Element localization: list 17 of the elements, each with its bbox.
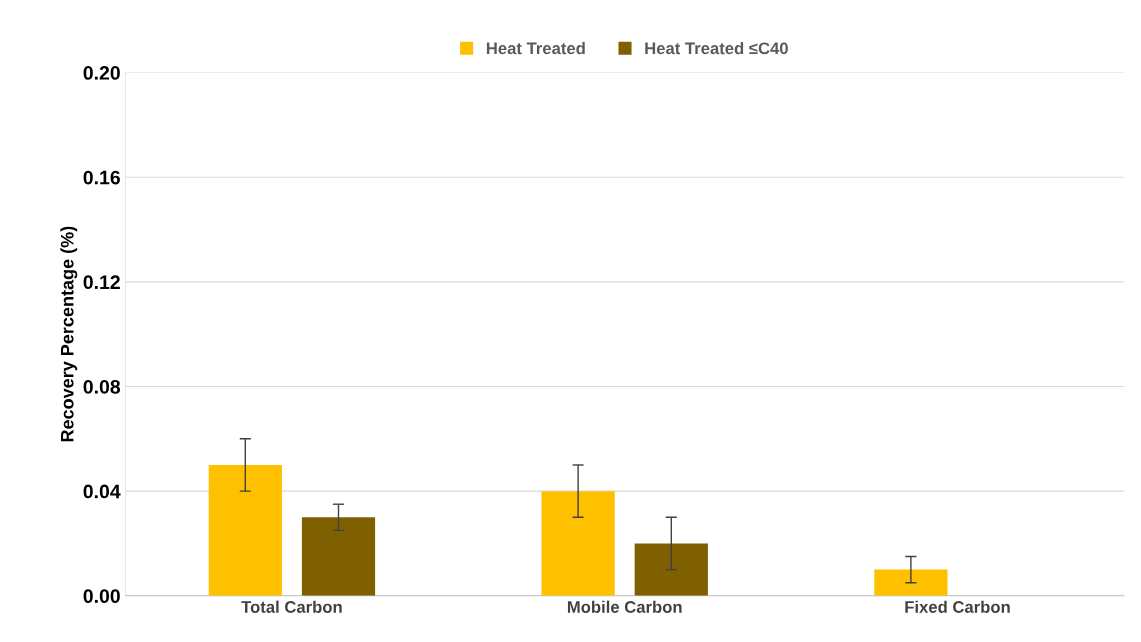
y-tick-label: 0.00: [83, 589, 120, 604]
bar: [634, 543, 708, 596]
x-tick-label: Total Carbon: [241, 600, 342, 613]
legend-label: Heat Treated: [486, 42, 585, 55]
y-tick-label: 0.08: [83, 379, 121, 394]
y-tick-label: 0.04: [83, 484, 121, 499]
bar: [874, 569, 948, 596]
x-tick-label: Mobile Carbon: [567, 600, 682, 613]
y-tick-label: 0.16: [83, 170, 120, 185]
legend-label: Heat Treated ≤C40: [645, 42, 788, 55]
bar: [301, 517, 376, 596]
y-tick-label: 0.12: [83, 275, 120, 290]
y-tick-label: 0.20: [83, 66, 120, 80]
x-tick-label: Fixed Carbon: [905, 600, 1010, 613]
bar: [208, 464, 282, 596]
y-axis-title: Recovery Percentage (%): [60, 226, 78, 442]
bar: [541, 491, 615, 596]
